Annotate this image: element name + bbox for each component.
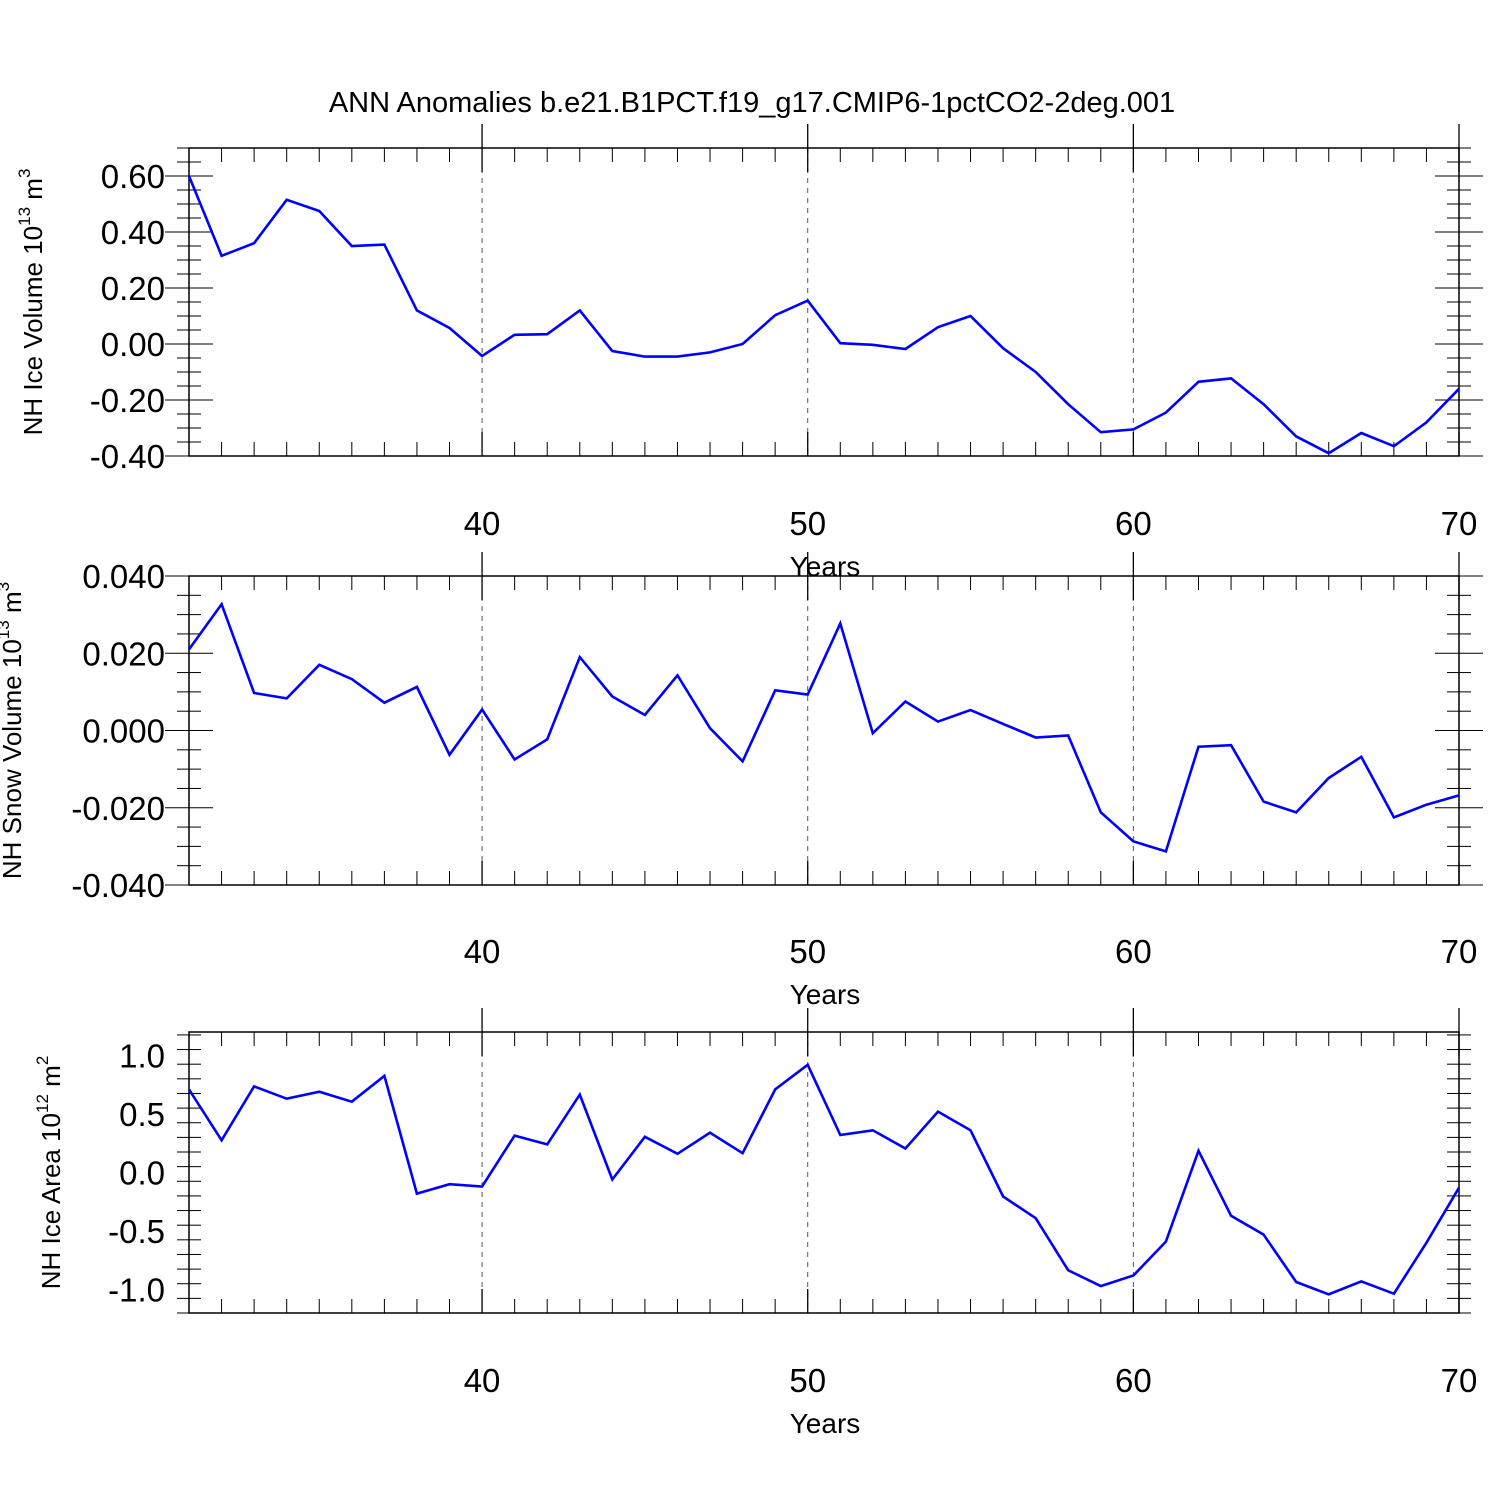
- x-axis-label: Years: [790, 979, 861, 1010]
- y-tick-label: 0.0: [119, 1155, 165, 1192]
- x-tick-label: 50: [789, 505, 826, 542]
- plot-frame: [188, 575, 1460, 886]
- data-series-line: [187, 175, 1460, 455]
- chart-panel-1: -0.40 -0.20 0.00 0.20 0.40 0.60 40 50 60 70 Years N…: [15, 124, 1483, 582]
- y-tick-label: 0.40: [101, 214, 165, 251]
- x-tick-label: 50: [789, 1362, 826, 1399]
- y-tick-label: -0.020: [71, 790, 165, 827]
- y-tick-label: 0.60: [101, 158, 165, 195]
- y-tick-label: 0.5: [119, 1096, 165, 1133]
- x-tick-label: 40: [464, 933, 501, 970]
- y-tick-label: 0.040: [82, 558, 165, 595]
- x-tick-label: 60: [1115, 505, 1152, 542]
- x-tick-label: 50: [789, 933, 826, 970]
- x-tick-label: 40: [464, 1362, 501, 1399]
- y-tick-label: -0.20: [90, 382, 165, 419]
- data-series-line: [187, 601, 1460, 854]
- y-tick-label: -0.5: [108, 1213, 165, 1250]
- y-tick-label: -1.0: [108, 1272, 165, 1309]
- x-tick-label: 70: [1441, 1362, 1478, 1399]
- y-axis-label: NH Snow Volume 1013 m3: [0, 582, 27, 879]
- x-axis-label: Years: [790, 1408, 861, 1439]
- y-axis-label: NH Ice Volume 1013 m3: [15, 169, 48, 436]
- y-axis-label: NH Ice Area 1012 m2: [33, 1056, 66, 1290]
- x-tick-label: 70: [1441, 933, 1478, 970]
- y-tick-label: -0.40: [90, 438, 165, 475]
- plot-frame: [188, 147, 1460, 457]
- chart-panel-2: -0.040 -0.020 0.000 0.020 0.040 40 50 60 70 Years…: [0, 552, 1483, 1010]
- chart-title: ANN Anomalies b.e21.B1PCT.f19_g17.CMIP6-…: [329, 87, 1175, 119]
- x-axis-label: Years: [790, 551, 861, 582]
- x-tick-label: 60: [1115, 1362, 1152, 1399]
- y-tick-label: 0.000: [82, 713, 165, 750]
- y-tick-label: 0.00: [101, 326, 165, 363]
- y-tick-label: -0.040: [71, 867, 165, 904]
- y-tick-label: 0.020: [82, 635, 165, 672]
- y-tick-label: 0.20: [101, 270, 165, 307]
- x-tick-label: 70: [1441, 505, 1478, 542]
- x-tick-label: 60: [1115, 933, 1152, 970]
- data-series-line: [187, 1062, 1461, 1296]
- x-tick-label: 40: [464, 505, 501, 542]
- chart-panel-3: -1.0 -0.5 0.0 0.5 1.0 40 50 60 70 Years NH Ice Are…: [33, 1008, 1477, 1439]
- plot-frame: [188, 1031, 1460, 1314]
- y-tick-label: 1.0: [119, 1037, 165, 1074]
